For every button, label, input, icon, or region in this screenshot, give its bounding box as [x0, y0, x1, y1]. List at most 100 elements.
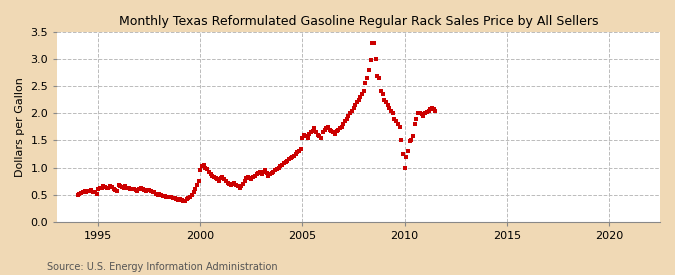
Point [357, 92, 368, 97]
Point [221, 179, 232, 183]
Point [212, 177, 223, 182]
Point [195, 168, 206, 172]
Point [154, 191, 165, 196]
Point [280, 160, 291, 164]
Point [307, 128, 318, 133]
Point [239, 179, 250, 183]
Point [89, 190, 100, 195]
Point [115, 184, 126, 188]
Point [164, 195, 175, 199]
Point [242, 175, 253, 180]
Point [428, 107, 439, 111]
Point [374, 76, 385, 80]
Point [107, 185, 117, 189]
Point [130, 188, 141, 192]
Point [99, 185, 110, 189]
Point [248, 175, 259, 180]
Point [139, 188, 150, 192]
Point [350, 103, 360, 107]
Point [182, 197, 192, 202]
Point [399, 165, 410, 170]
Point [342, 117, 352, 121]
Point [227, 182, 238, 186]
Point [72, 192, 83, 197]
Point [413, 111, 424, 116]
Point [117, 185, 128, 189]
Point [319, 127, 330, 132]
Point [286, 156, 296, 160]
Point [382, 103, 393, 107]
Point [420, 111, 431, 116]
Point [134, 187, 144, 191]
Point [120, 184, 131, 189]
Point [246, 177, 256, 182]
Point [186, 192, 197, 197]
Point [171, 197, 182, 201]
Point [108, 187, 119, 191]
Point [304, 132, 315, 136]
Point [92, 187, 103, 191]
Text: Source: U.S. Energy Information Administration: Source: U.S. Energy Information Administ… [47, 262, 278, 272]
Point [110, 188, 121, 192]
Point [299, 133, 310, 137]
Point [135, 186, 146, 190]
Point [401, 155, 412, 159]
Point [414, 111, 425, 116]
Point [396, 138, 406, 143]
Point [316, 136, 327, 140]
Point [205, 172, 216, 176]
Point [353, 98, 364, 102]
Point [309, 126, 320, 131]
Point [363, 68, 374, 72]
Point [173, 198, 184, 202]
Point [250, 174, 261, 178]
Point [296, 146, 306, 151]
Point [254, 170, 265, 174]
Point [392, 122, 403, 126]
Point [147, 190, 158, 194]
Point [128, 187, 139, 191]
Point [323, 125, 333, 129]
Point [408, 134, 418, 138]
Point [210, 176, 221, 181]
Point [103, 185, 114, 190]
Point [256, 172, 267, 176]
Point [224, 182, 235, 186]
Point [95, 186, 105, 190]
Point [387, 111, 398, 116]
Point [406, 138, 416, 143]
Point [193, 179, 204, 183]
Point [200, 165, 211, 170]
Point [270, 168, 281, 172]
Point [370, 57, 381, 61]
Point [273, 165, 284, 170]
Point [271, 166, 282, 171]
Point [372, 74, 383, 79]
Point [183, 196, 194, 200]
Point [261, 171, 272, 175]
Point [168, 196, 179, 200]
Point [161, 195, 171, 199]
Point [360, 81, 371, 86]
Point [300, 134, 311, 138]
Point [340, 119, 350, 123]
Point [188, 190, 199, 194]
Point [267, 171, 277, 175]
Point [336, 125, 347, 129]
Point [403, 149, 414, 153]
Point [215, 176, 226, 181]
Y-axis label: Dollars per Gallon: Dollars per Gallon [15, 77, 25, 177]
Point [97, 185, 107, 190]
Point [209, 175, 219, 180]
Point [310, 130, 321, 134]
Point [169, 196, 180, 200]
Point [207, 174, 217, 178]
Point [314, 134, 325, 138]
Point [76, 191, 86, 195]
Point [362, 76, 373, 80]
Point [78, 190, 88, 195]
Point [225, 183, 236, 187]
Point [326, 128, 337, 133]
Title: Monthly Texas Reformulated Gasoline Regular Rack Sales Price by All Sellers: Monthly Texas Reformulated Gasoline Regu… [119, 15, 599, 28]
Point [317, 130, 328, 134]
